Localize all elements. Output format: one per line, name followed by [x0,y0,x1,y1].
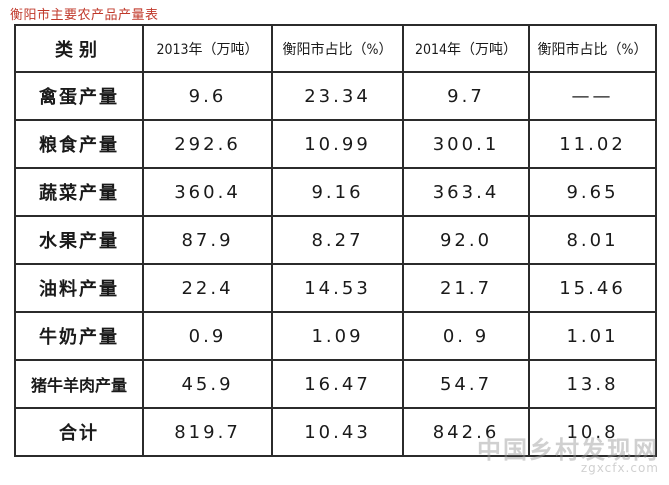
header-category: 类别 [14,24,144,73]
cell-2013-output: 819.7 [142,407,273,457]
cell-2014-output: 300.1 [402,119,530,169]
cell-2013-share: 10.43 [271,407,404,457]
production-table: 类别 2013年（万吨） 衡阳市占比（%） 2014年（万吨） 衡阳市占比（%）… [14,24,657,457]
header-2014-share: 衡阳市占比（%） [528,24,657,73]
cell-2014-share: 13.8 [528,359,657,409]
cell-2013-output: 292.6 [142,119,273,169]
watermark-sub: zgxcfx.com [580,461,659,475]
header-2013-output: 2013年（万吨） [142,24,273,73]
cell-2013-share: 1.09 [271,311,404,361]
cell-2013-output: 22.4 [142,263,273,313]
row-label: 牛奶产量 [14,311,144,361]
table-row: 水果产量 87.9 8.27 92.0 8.01 [14,215,657,265]
cell-2013-output: 45.9 [142,359,273,409]
table-row: 猪牛羊肉产量 45.9 16.47 54.7 13.8 [14,359,657,409]
cell-2013-share: 8.27 [271,215,404,265]
cell-2014-share: 8.01 [528,215,657,265]
cell-2013-output: 9.6 [142,71,273,121]
cell-2014-share: 15.46 [528,263,657,313]
cell-2014-output: 0. 9 [402,311,530,361]
cell-2013-output: 0.9 [142,311,273,361]
cell-2013-output: 360.4 [142,167,273,217]
cell-2013-share: 14.53 [271,263,404,313]
row-label: 合计 [14,407,144,457]
header-2013-share: 衡阳市占比（%） [271,24,404,73]
cell-2014-output: 363.4 [402,167,530,217]
cell-2013-output: 87.9 [142,215,273,265]
cell-2013-share: 9.16 [271,167,404,217]
table-row: 禽蛋产量 9.6 23.34 9.7 —— [14,71,657,121]
cell-2013-share: 10.99 [271,119,404,169]
cell-2014-share: 10.8 [528,407,657,457]
cell-2014-output: 21.7 [402,263,530,313]
row-label: 蔬菜产量 [14,167,144,217]
table-row: 粮食产量 292.6 10.99 300.1 11.02 [14,119,657,169]
table-row: 油料产量 22.4 14.53 21.7 15.46 [14,263,657,313]
row-label: 禽蛋产量 [14,71,144,121]
cell-2014-share: 1.01 [528,311,657,361]
table-row: 牛奶产量 0.9 1.09 0. 9 1.01 [14,311,657,361]
table-title: 衡阳市主要农产品产量表 [10,8,159,23]
cell-2014-output: 92.0 [402,215,530,265]
cell-2013-share: 23.34 [271,71,404,121]
cell-2014-share: —— [528,71,657,121]
row-label: 粮食产量 [14,119,144,169]
row-label: 猪牛羊肉产量 [14,359,144,409]
cell-2013-share: 16.47 [271,359,404,409]
row-label: 油料产量 [14,263,144,313]
table-row: 蔬菜产量 360.4 9.16 363.4 9.65 [14,167,657,217]
cell-2014-output: 842.6 [402,407,530,457]
table-header-row: 类别 2013年（万吨） 衡阳市占比（%） 2014年（万吨） 衡阳市占比（%） [14,24,657,73]
row-label: 水果产量 [14,215,144,265]
cell-2014-output: 54.7 [402,359,530,409]
header-2014-output: 2014年（万吨） [402,24,530,73]
cell-2014-output: 9.7 [402,71,530,121]
table-row-total: 合计 819.7 10.43 842.6 10.8 [14,407,657,457]
cell-2014-share: 11.02 [528,119,657,169]
cell-2014-share: 9.65 [528,167,657,217]
